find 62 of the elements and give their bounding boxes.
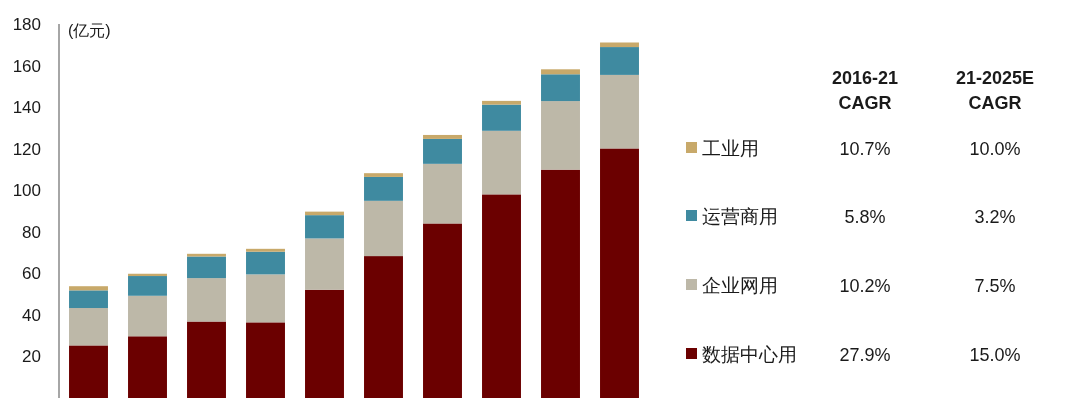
- text: 3.2%: [974, 207, 1016, 227]
- bar: [128, 336, 167, 398]
- bar: [246, 274, 285, 323]
- bar: [482, 194, 521, 398]
- bar: [246, 251, 285, 275]
- bar: [187, 321, 226, 398]
- bar: [423, 134, 462, 139]
- bar: [69, 345, 108, 398]
- text: 10.0%: [969, 139, 1021, 159]
- legend-label: 企业网用: [702, 275, 778, 296]
- y-tick-label: 80: [22, 222, 41, 242]
- y-tick-label: 120: [12, 139, 41, 159]
- bar: [187, 256, 226, 279]
- bar: [364, 173, 403, 177]
- bar: [69, 308, 108, 346]
- bar: [69, 290, 108, 309]
- y-axis-title: (亿元): [68, 22, 111, 39]
- bar: [600, 74, 639, 149]
- y-tick-label: 180: [12, 15, 41, 34]
- bar: [305, 238, 344, 290]
- y-tick-label: 140: [12, 98, 41, 118]
- y-tick-label: 20: [22, 347, 41, 367]
- bar: [423, 138, 462, 164]
- bar: [541, 69, 580, 75]
- text: 15.0%: [969, 345, 1021, 365]
- y-tick-label: 60: [22, 264, 41, 284]
- bar: [305, 215, 344, 239]
- y-tick-label: 160: [12, 56, 41, 76]
- bar: [246, 248, 285, 252]
- y-tick-label: 40: [22, 305, 41, 325]
- bar: [423, 163, 462, 224]
- bar: [482, 104, 521, 131]
- legend-label: 数据中心用: [702, 344, 797, 365]
- y-tick-label: 100: [12, 181, 41, 201]
- text: 27.9%: [839, 345, 891, 365]
- bar: [423, 223, 462, 398]
- bar: [187, 278, 226, 322]
- bar: [246, 322, 285, 398]
- bar: [364, 200, 403, 257]
- bar: [600, 47, 639, 75]
- bar: [69, 286, 108, 291]
- bar: [600, 42, 639, 48]
- bar: [128, 276, 167, 296]
- bar: [482, 130, 521, 195]
- text: 7.5%: [974, 276, 1016, 296]
- bar: [541, 74, 580, 102]
- bar: [482, 100, 521, 105]
- bar: [364, 256, 403, 398]
- bar: [541, 169, 580, 398]
- legend-label: 运营商用: [702, 206, 778, 227]
- legend-label: 工业用: [702, 138, 759, 159]
- bar: [305, 289, 344, 398]
- text: 21-2025E CAGR: [955, 68, 1035, 113]
- text: 2016-21 CAGR: [831, 68, 899, 113]
- text: 5.8%: [844, 207, 886, 227]
- bar: [364, 176, 403, 201]
- bar: [600, 148, 639, 398]
- bar: [187, 253, 226, 257]
- text: 10.7%: [839, 139, 891, 159]
- text: 10.2%: [839, 276, 891, 296]
- bar: [128, 295, 167, 337]
- bar: [541, 101, 580, 170]
